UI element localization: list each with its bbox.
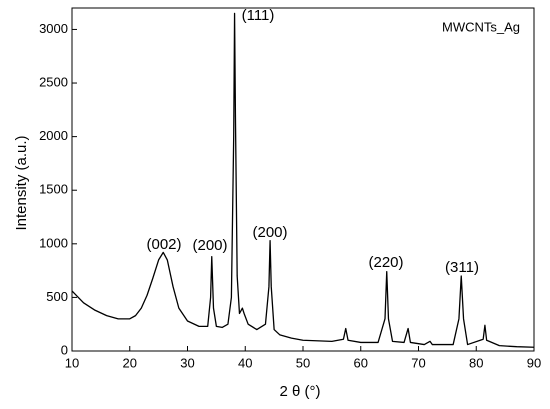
peak-label: (200) bbox=[192, 237, 227, 254]
x-tick-label: 20 bbox=[123, 355, 137, 370]
y-tick-label: 1000 bbox=[39, 235, 68, 250]
x-tick-label: 70 bbox=[411, 355, 425, 370]
y-tick-label: 2000 bbox=[39, 128, 68, 143]
y-tick-label: 1500 bbox=[39, 182, 68, 197]
x-tick-label: 80 bbox=[469, 355, 483, 370]
x-tick-label: 50 bbox=[296, 355, 310, 370]
y-tick-label: 3000 bbox=[39, 21, 68, 36]
y-tick-label: 2500 bbox=[39, 74, 68, 89]
y-tick-label: 0 bbox=[61, 342, 68, 357]
peak-label: (311) bbox=[445, 259, 479, 276]
y-tick-label: 500 bbox=[46, 289, 68, 304]
x-tick-label: 60 bbox=[354, 355, 368, 370]
x-tick-label: 10 bbox=[65, 355, 79, 370]
y-axis-label: Intensity (a.u.) bbox=[13, 135, 30, 230]
x-axis-label: 2 θ (°) bbox=[279, 383, 320, 400]
peak-label: (220) bbox=[368, 254, 403, 271]
peak-label: (111) bbox=[242, 7, 275, 24]
peak-label: (002) bbox=[146, 236, 181, 253]
data-line bbox=[71, 12, 535, 348]
legend-text: MWCNTs_Ag bbox=[442, 19, 520, 34]
plot-frame bbox=[71, 7, 535, 352]
x-tick-label: 30 bbox=[180, 355, 194, 370]
x-tick-label: 40 bbox=[238, 355, 252, 370]
x-tick-label: 90 bbox=[527, 355, 541, 370]
peak-label: (200) bbox=[252, 224, 287, 241]
